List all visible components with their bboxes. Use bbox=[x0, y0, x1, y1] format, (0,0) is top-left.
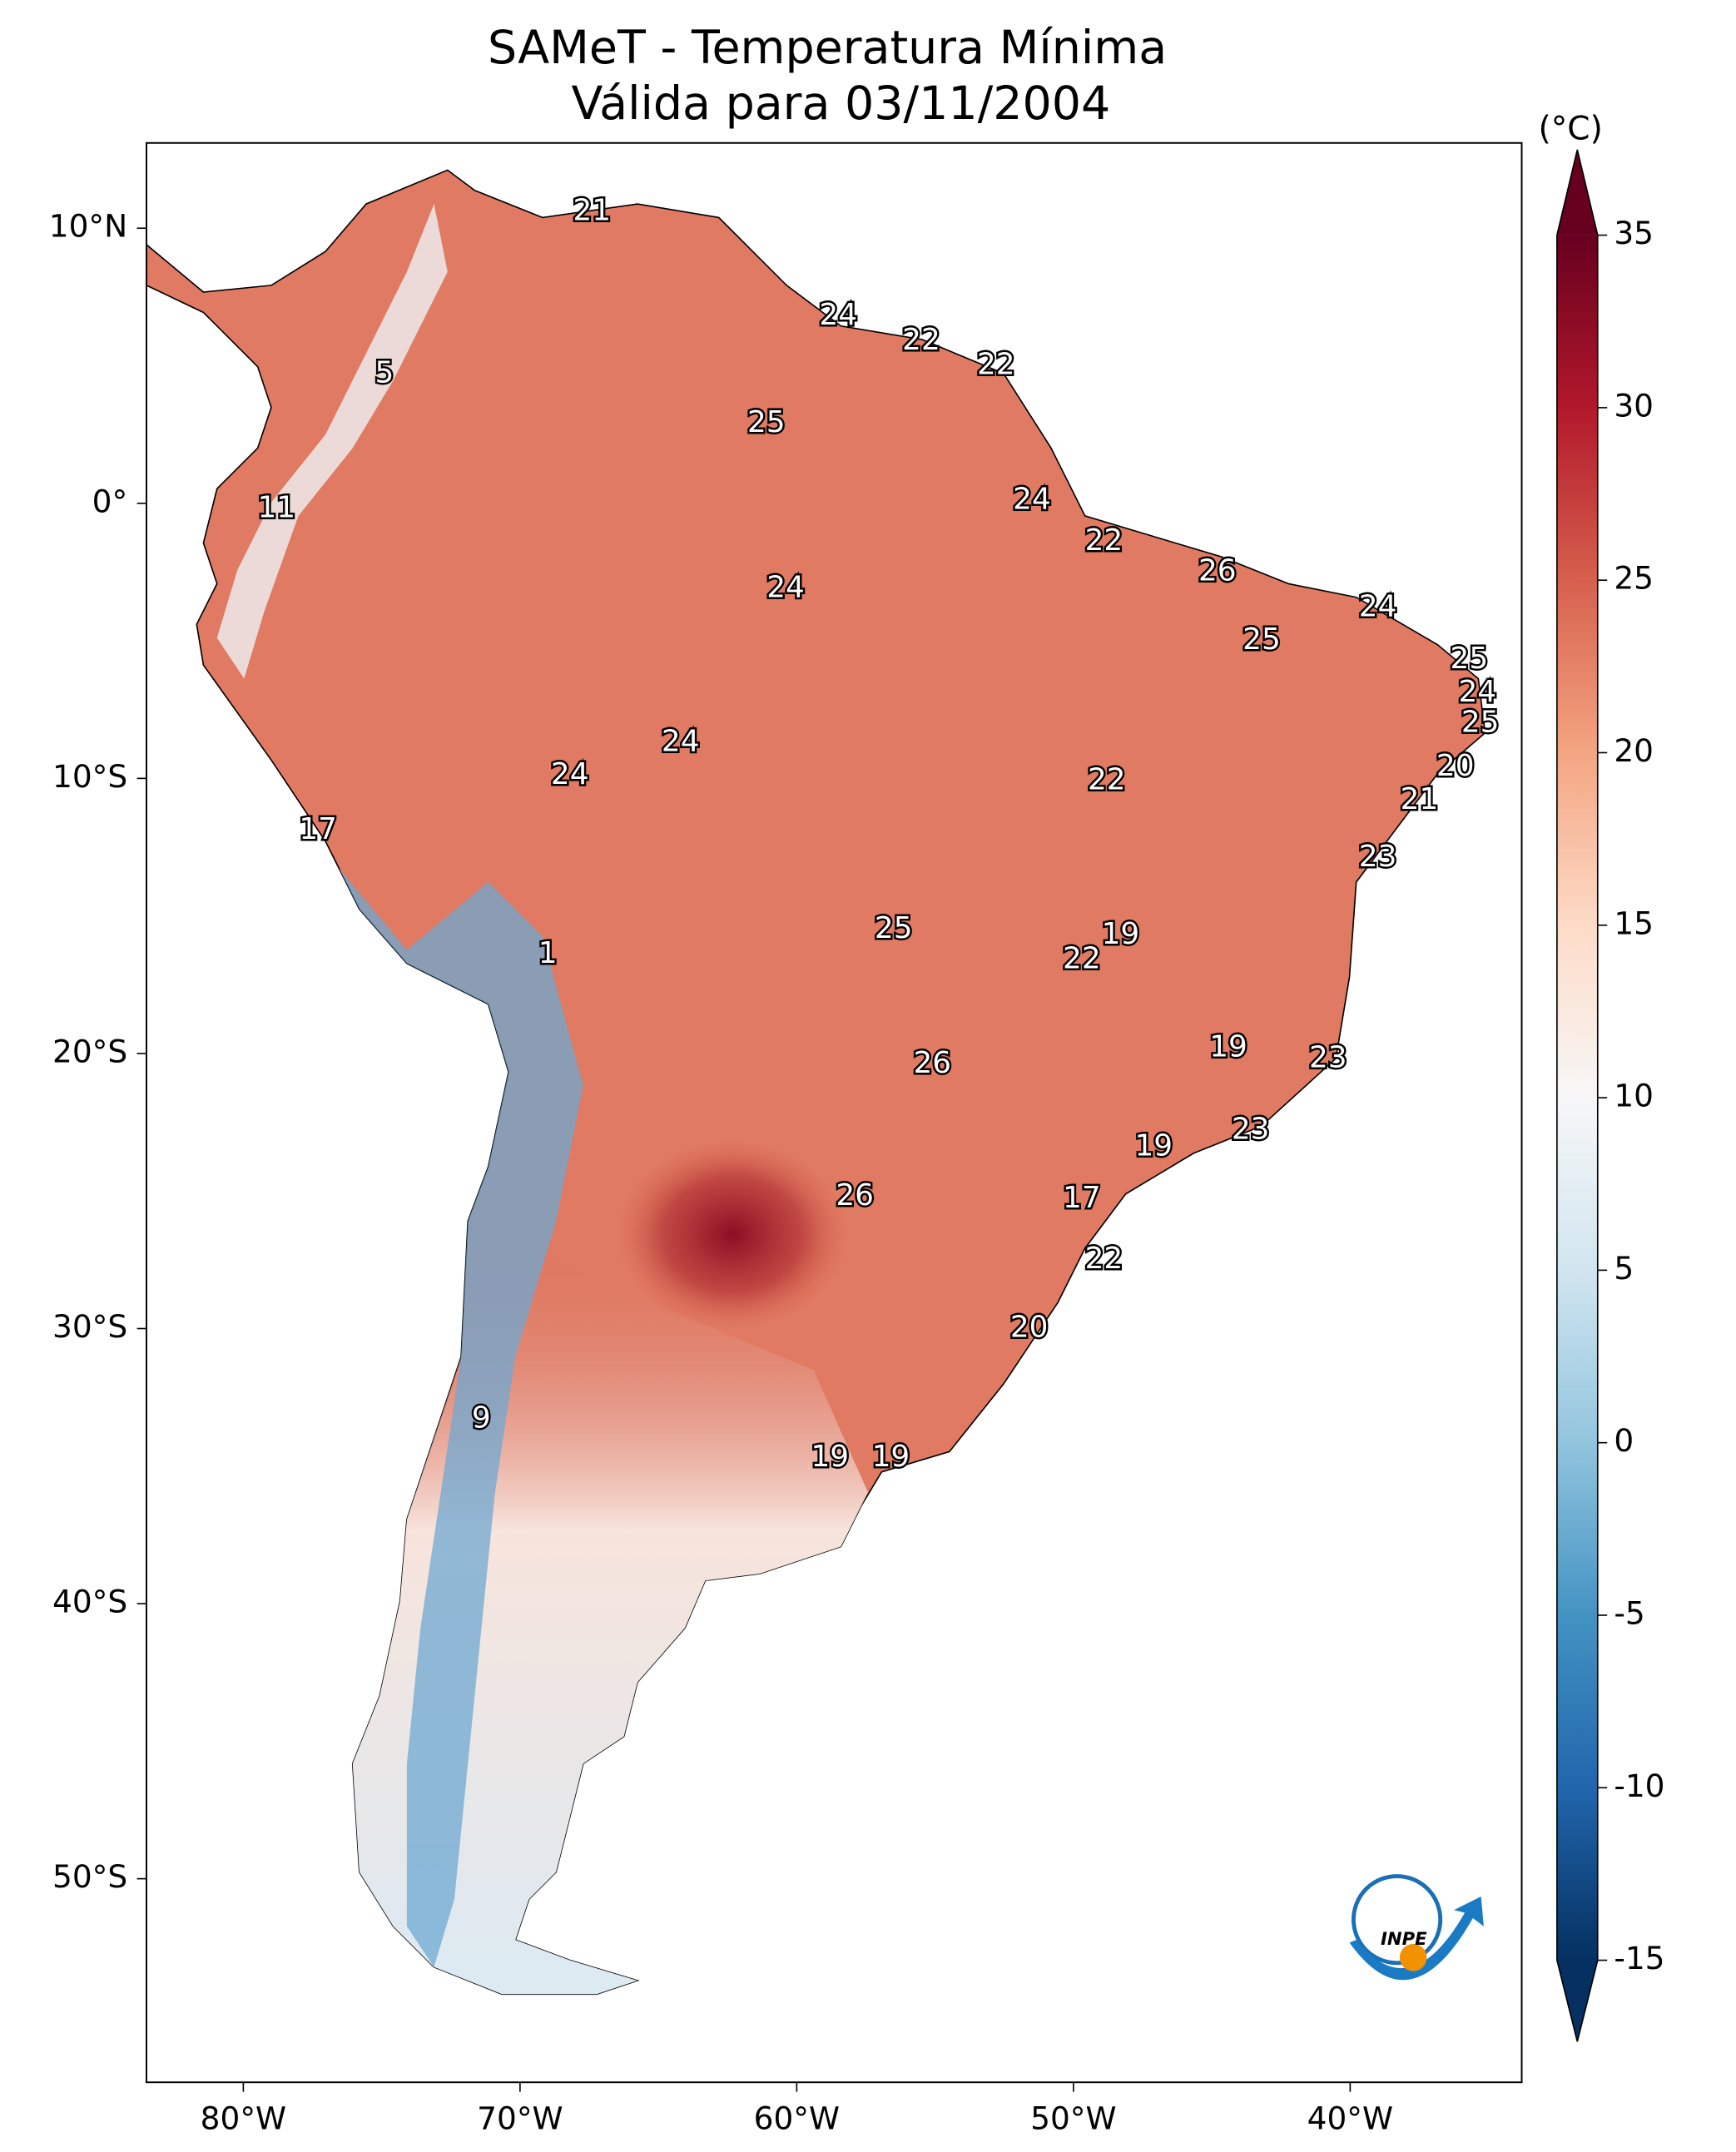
station-value-label: 22 bbox=[1085, 523, 1123, 558]
station-value-label: 19 bbox=[1102, 917, 1140, 951]
y-tick-label: 10°S bbox=[52, 758, 127, 795]
station-value-label: 1 bbox=[538, 936, 558, 970]
station-value-label: 24 bbox=[1458, 675, 1496, 709]
colorbar-tick-label: 25 bbox=[1614, 560, 1654, 597]
colorbar-extend-max bbox=[1556, 149, 1598, 236]
station-value-label: 25 bbox=[875, 911, 913, 945]
colorbar-tick-label: 30 bbox=[1614, 387, 1654, 424]
station-value-label: 11 bbox=[257, 490, 295, 524]
colorbar-label: (°C) bbox=[1538, 111, 1602, 148]
station-value-label: 22 bbox=[977, 348, 1015, 382]
station-value-label: 26 bbox=[836, 1178, 874, 1212]
colorbar-tick-label: -10 bbox=[1614, 1768, 1664, 1804]
y-tick-label: 20°S bbox=[52, 1033, 127, 1069]
station-value-label: 23 bbox=[1359, 840, 1397, 874]
station-value-label: 24 bbox=[1013, 483, 1051, 517]
station-value-label: 24 bbox=[1359, 589, 1397, 623]
station-value-label: 22 bbox=[1088, 763, 1126, 797]
colorbar bbox=[1556, 235, 1598, 1961]
map-frame bbox=[146, 141, 1523, 2084]
y-tick-label: 10°N bbox=[49, 208, 127, 245]
station-value-label: 25 bbox=[1461, 705, 1500, 739]
station-value-label: 19 bbox=[872, 1440, 910, 1474]
chart-subtitle: Válida para 03/11/2004 bbox=[572, 77, 1111, 131]
station-value-label: 5 bbox=[375, 355, 394, 389]
station-value-label: 17 bbox=[299, 812, 337, 846]
station-value-label: 22 bbox=[1085, 1242, 1123, 1276]
station-value-label: 23 bbox=[1309, 1041, 1347, 1075]
station-value-label: 9 bbox=[472, 1401, 491, 1435]
station-value-label: 25 bbox=[1242, 622, 1281, 657]
station-value-label: 19 bbox=[1209, 1029, 1247, 1064]
station-value-label: 22 bbox=[902, 323, 940, 357]
station-value-label: 19 bbox=[811, 1440, 849, 1474]
x-tick-label: 40°W bbox=[1307, 2100, 1393, 2136]
station-value-label: 24 bbox=[551, 757, 589, 791]
station-value-label: 20 bbox=[1436, 749, 1475, 783]
chart-title: SAMeT - Temperatura Mínima bbox=[488, 22, 1167, 75]
x-tick-label: 80°W bbox=[201, 2100, 286, 2136]
colorbar-tick-label: 20 bbox=[1614, 732, 1654, 769]
hot-spot bbox=[617, 1139, 848, 1330]
x-tick-label: 70°W bbox=[477, 2100, 563, 2136]
station-value-label: 22 bbox=[1063, 942, 1101, 976]
station-value-label: 25 bbox=[1451, 642, 1489, 676]
andes-cold-strip bbox=[339, 868, 583, 1967]
northern-andes-cool-strip bbox=[216, 204, 448, 679]
station-value-label: 19 bbox=[1134, 1128, 1173, 1163]
station-value-label: 25 bbox=[747, 405, 786, 439]
station-value-label: 24 bbox=[766, 570, 805, 604]
y-tick-label: 30°S bbox=[52, 1308, 127, 1345]
station-value-label: 26 bbox=[1198, 553, 1237, 588]
colorbar-tick-label: 35 bbox=[1614, 215, 1654, 251]
colorbar-tick-label: 5 bbox=[1614, 1250, 1634, 1287]
colorbar-tick-label: 15 bbox=[1614, 905, 1654, 941]
colorbar-tick-label: -15 bbox=[1614, 1940, 1664, 1976]
y-tick-label: 0° bbox=[92, 483, 128, 519]
logo-text: INPE bbox=[1381, 1928, 1427, 1949]
colorbar-tick-label: 10 bbox=[1614, 1078, 1654, 1114]
x-tick-label: 50°W bbox=[1030, 2100, 1116, 2136]
x-tick-label: 60°W bbox=[754, 2100, 840, 2136]
station-value-label: 17 bbox=[1063, 1181, 1101, 1215]
station-value-label: 23 bbox=[1232, 1112, 1270, 1146]
station-value-label: 21 bbox=[573, 193, 612, 227]
inpe-logo: INPE bbox=[1349, 1874, 1484, 1981]
colorbar-extend-min bbox=[1556, 1960, 1598, 2042]
colorbar-tick-label: -5 bbox=[1614, 1594, 1644, 1631]
y-tick-label: 40°S bbox=[52, 1584, 127, 1620]
y-tick-label: 50°S bbox=[52, 1858, 127, 1895]
station-value-label: 24 bbox=[662, 724, 700, 758]
station-value-label: 26 bbox=[913, 1046, 951, 1080]
station-value-label: 24 bbox=[819, 298, 857, 332]
station-value-label: 21 bbox=[1401, 782, 1439, 816]
station-value-label: 20 bbox=[1010, 1310, 1049, 1344]
colorbar-tick-label: 0 bbox=[1614, 1422, 1634, 1459]
